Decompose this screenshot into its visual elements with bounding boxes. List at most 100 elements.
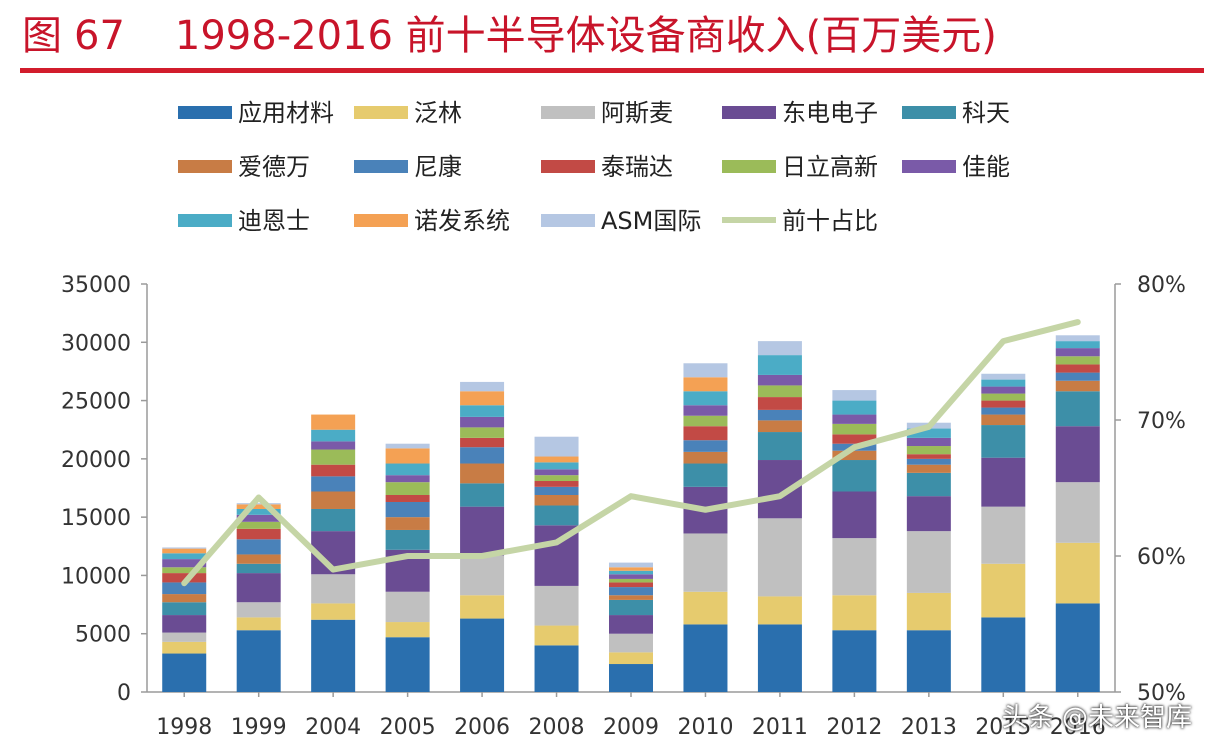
bar-segment xyxy=(832,450,877,461)
x-tick-label: 2006 xyxy=(454,715,510,740)
bar-segment xyxy=(236,554,281,564)
bar-segment xyxy=(162,553,207,560)
y2-tick-label: 50% xyxy=(1137,681,1186,706)
y2-tick-label: 60% xyxy=(1137,545,1186,570)
bar-segment xyxy=(1055,482,1100,543)
figure-label: 图 xyxy=(22,13,62,59)
bar-segment xyxy=(460,416,505,428)
bar-segment xyxy=(757,385,802,398)
bar-segment xyxy=(832,423,877,435)
legend-swatch xyxy=(178,214,232,227)
bar-segment xyxy=(162,559,207,568)
bar-segment xyxy=(236,617,281,631)
bar-segment xyxy=(534,469,579,476)
bar-segment xyxy=(460,483,505,507)
line-point xyxy=(851,444,857,450)
watermark: 头条 @未来智库 xyxy=(1001,703,1192,733)
bar-segment xyxy=(906,446,951,455)
x-tick-label: 2008 xyxy=(529,715,585,740)
bar-segment xyxy=(981,407,1026,415)
stacked-bar-chart: 0 5000 10000 15000 20000 25000 30000 35000 50% 60… xyxy=(61,99,1186,740)
legend-swatch xyxy=(541,106,595,119)
bar-segment xyxy=(683,377,728,392)
bar-segment xyxy=(757,397,802,410)
x-tick-label: 2004 xyxy=(305,715,361,740)
legend-swatch xyxy=(354,214,408,227)
bar-segment xyxy=(683,591,728,625)
legend-label: 日立高新 xyxy=(782,153,878,181)
bar-segment xyxy=(683,451,728,464)
bar-segment xyxy=(981,379,1026,387)
line-point xyxy=(554,539,560,545)
bar-segment xyxy=(236,539,281,555)
bar-segment xyxy=(1055,380,1100,392)
bar-segment xyxy=(162,547,207,549)
bar-segment xyxy=(460,427,505,438)
bar-segment xyxy=(683,463,728,487)
legend-label: 应用材料 xyxy=(238,99,334,127)
bar-segment xyxy=(683,363,728,378)
bar-segment xyxy=(385,448,430,464)
bar-segment xyxy=(162,602,207,616)
bar-segment xyxy=(460,381,505,392)
bar-segment xyxy=(534,625,579,646)
bar-segment xyxy=(236,521,281,529)
y-tick-label: 25000 xyxy=(61,390,131,415)
bar-segment xyxy=(981,617,1026,692)
bar-segment xyxy=(534,475,579,482)
bar-segment xyxy=(460,506,505,556)
bar-segment xyxy=(757,341,802,356)
bar-segment xyxy=(534,645,579,692)
x-tick-label: 2013 xyxy=(901,715,957,740)
bar-segment xyxy=(1055,348,1100,357)
bar-segment xyxy=(609,567,653,571)
bar-segment xyxy=(832,595,877,631)
bar-segment xyxy=(385,475,430,483)
legend-label: 阿斯麦 xyxy=(601,99,673,127)
bar-segment xyxy=(609,582,653,588)
bar-segment xyxy=(832,538,877,596)
bar-segment xyxy=(906,464,951,473)
bar-segment xyxy=(460,405,505,417)
bar-segment xyxy=(981,400,1026,408)
bar-segment xyxy=(162,615,207,633)
bar-segment xyxy=(534,436,579,457)
legend-label: 科天 xyxy=(962,99,1010,127)
legend-label: 前十占比 xyxy=(782,207,878,235)
y-tick-label: 30000 xyxy=(61,331,131,356)
bar-segment xyxy=(609,664,653,692)
bar-segment xyxy=(534,494,579,506)
bar-segment xyxy=(683,405,728,416)
y-tick-label: 0 xyxy=(117,681,131,706)
bar-segment xyxy=(311,429,356,442)
bar-segment xyxy=(460,595,505,619)
bar-segment xyxy=(683,440,728,452)
bar-segment xyxy=(609,578,653,583)
bar-segment xyxy=(534,462,579,470)
bar-segment xyxy=(683,391,728,406)
legend-label: 爱德万 xyxy=(238,153,310,181)
line-point xyxy=(479,553,485,559)
bar-segment xyxy=(534,585,579,626)
legend-label: 尼康 xyxy=(414,153,462,181)
bar-segment xyxy=(385,622,430,638)
bar-segment xyxy=(385,517,430,530)
line-point xyxy=(330,567,336,573)
y-tick-label: 5000 xyxy=(75,623,131,648)
x-tick-label: 2011 xyxy=(752,715,808,740)
legend-label: 诺发系统 xyxy=(414,207,510,235)
legend-swatch xyxy=(354,160,408,173)
bar-segment xyxy=(311,619,356,692)
x-tick-label: 2010 xyxy=(677,715,733,740)
bar-segment xyxy=(311,449,356,465)
legend-label: 东电电子 xyxy=(782,99,878,127)
bar-segment xyxy=(236,514,281,522)
line-point xyxy=(405,553,411,559)
legend-swatch xyxy=(541,214,595,227)
x-tick-label: 2005 xyxy=(380,715,436,740)
bar-segment xyxy=(906,437,951,447)
bar-segment xyxy=(534,486,579,495)
bar-segment xyxy=(757,596,802,625)
bar-segment xyxy=(683,415,728,427)
bar-segment xyxy=(609,615,653,634)
